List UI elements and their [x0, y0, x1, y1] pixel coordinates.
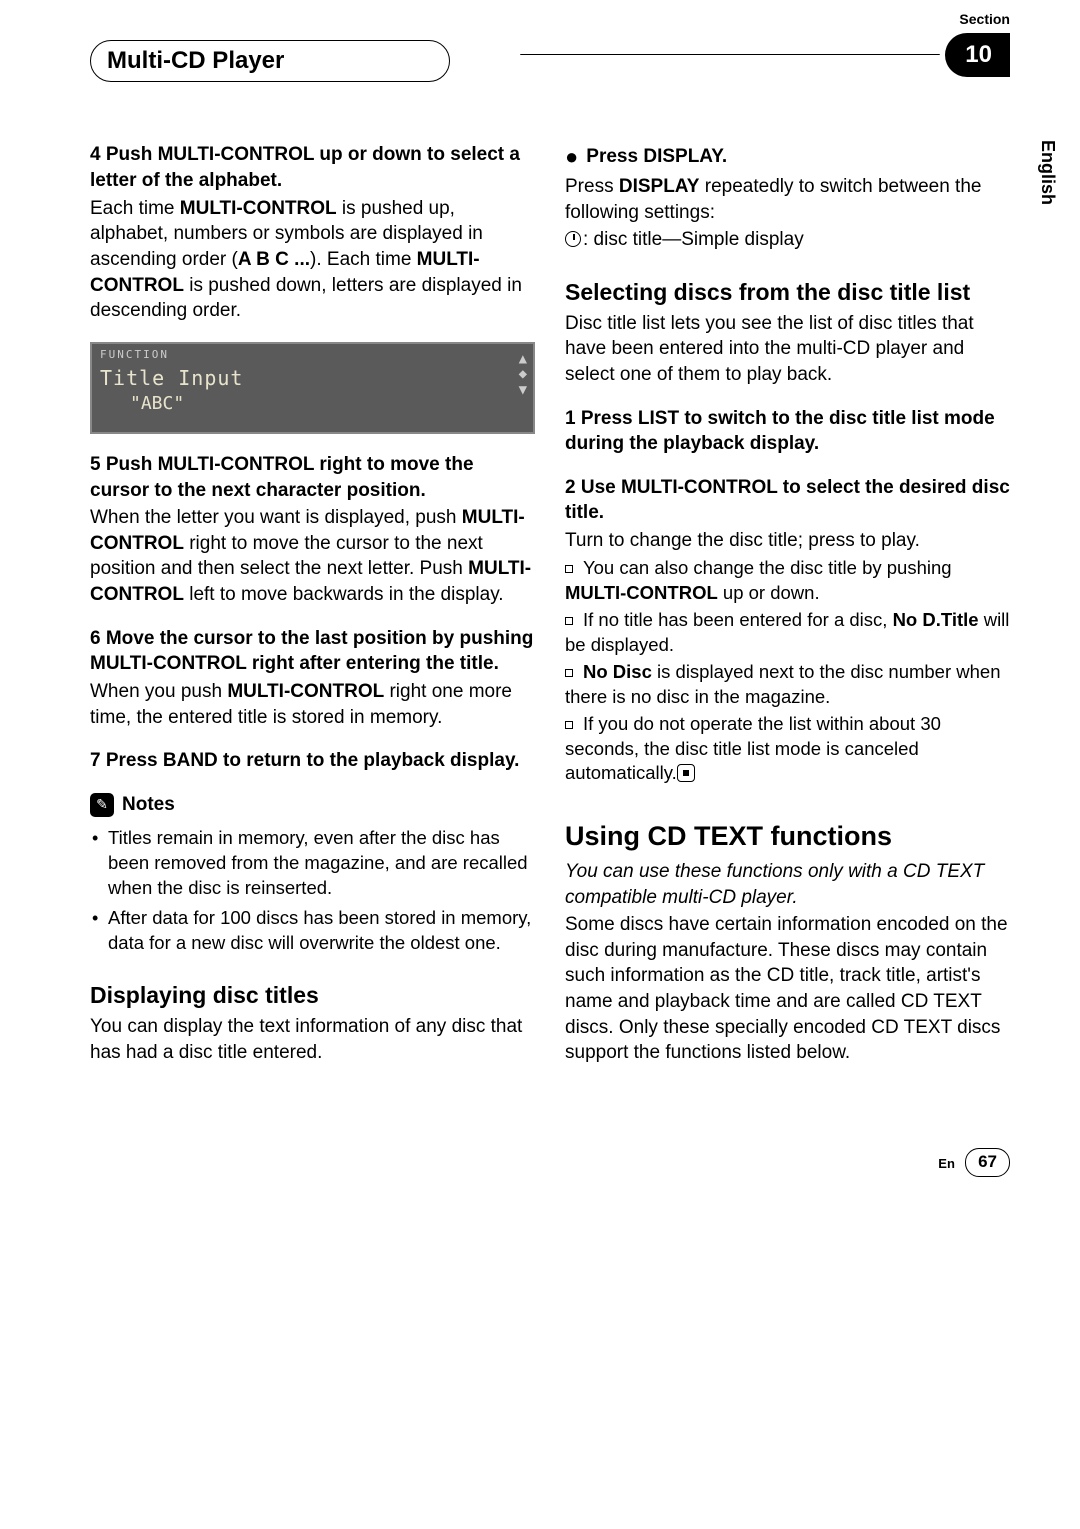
step-6-heading: 6 Move the cursor to the last position b…	[90, 626, 535, 677]
text: You can also change the disc title by pu…	[583, 557, 952, 578]
step-4-heading: 4 Push MULTI-CONTROL up or down to selec…	[90, 142, 535, 193]
text: up or down.	[718, 582, 820, 603]
text: If no title has been entered for a disc,	[583, 609, 893, 630]
selecting-discs-body: Disc title list lets you see the list of…	[565, 311, 1010, 388]
lcd-screenshot: FUNCTION Title Input "ABC" ▲◆▼	[90, 342, 535, 434]
footer-language: En	[938, 1156, 955, 1171]
press-display-settings-line: : disc title—Simple display	[565, 227, 1010, 253]
square-bullet-icon	[565, 669, 573, 677]
notes-label: Notes	[122, 792, 175, 818]
text: : disc title—Simple display	[583, 229, 804, 250]
stop-icon	[677, 764, 695, 782]
square-bullet-icon	[565, 565, 573, 573]
pencil-icon: ✎	[90, 793, 114, 817]
notes-header: ✎ Notes	[90, 792, 535, 818]
step-4-body: Each time MULTI-CONTROL is pushed up, al…	[90, 196, 535, 324]
note-item-2: After data for 100 discs has been stored…	[108, 906, 535, 956]
lcd-input-value: "ABC"	[130, 392, 525, 416]
press-display-lead: ● Press DISPLAY.	[565, 142, 1010, 172]
step-5-body: When the letter you want is displayed, p…	[90, 505, 535, 608]
text-bold: No Disc	[583, 661, 652, 682]
text-bold: MULTI-CONTROL	[180, 198, 337, 219]
text: If you do not operate the list within ab…	[565, 713, 941, 784]
text: Each time	[90, 198, 180, 219]
press-display-block: ● Press DISPLAY. Press DISPLAY repeatedly…	[565, 142, 1010, 253]
section-number-badge: 10	[945, 33, 1010, 77]
right-step-1-block: 1 Press LIST to switch to the disc title…	[565, 406, 1010, 457]
lcd-function-label: FUNCTION	[100, 348, 525, 363]
selecting-discs-heading: Selecting discs from the disc title list	[565, 279, 1010, 307]
text: When you push	[90, 681, 227, 702]
square-bullet-2: If no title has been entered for a disc,…	[565, 608, 1010, 658]
right-step-2-body: Turn to change the disc title; press to …	[565, 528, 1010, 554]
page-footer: En 67	[90, 1148, 1010, 1177]
bullet-icon: ●	[565, 144, 578, 169]
step-6-block: 6 Move the cursor to the last position b…	[90, 626, 535, 731]
text: Press	[565, 176, 619, 197]
notes-list: Titles remain in memory, even after the …	[90, 826, 535, 957]
lcd-arrows-icon: ▲◆▼	[519, 352, 527, 398]
page-header: Multi-CD Player Section 10 English	[90, 40, 1010, 82]
text: ). Each time	[310, 249, 417, 270]
right-step-2-block: 2 Use MULTI-CONTROL to select the desire…	[565, 475, 1010, 787]
cd-text-heading: Using CD TEXT functions	[565, 818, 1010, 854]
square-bullet-icon	[565, 721, 573, 729]
cd-text-body: Some discs have certain information enco…	[565, 912, 1010, 1066]
step-7-block: 7 Press BAND to return to the playback d…	[90, 748, 535, 774]
step-7-heading: 7 Press BAND to return to the playback d…	[90, 748, 535, 774]
step-4-block: 4 Push MULTI-CONTROL up or down to selec…	[90, 142, 535, 323]
content-columns: 4 Push MULTI-CONTROL up or down to selec…	[90, 142, 1010, 1068]
cd-text-intro: You can use these functions only with a …	[565, 859, 1010, 910]
text-bold: Press DISPLAY.	[586, 146, 727, 167]
text: left to move backwards in the display.	[184, 584, 504, 605]
step-5-heading: 5 Push MULTI-CONTROL right to move the c…	[90, 452, 535, 503]
step-5-block: 5 Push MULTI-CONTROL right to move the c…	[90, 452, 535, 608]
text-bold: No D.Title	[893, 609, 979, 630]
chapter-title-pill: Multi-CD Player	[90, 40, 450, 82]
page-number-pill: 67	[965, 1148, 1010, 1177]
text-bold: MULTI-CONTROL	[227, 681, 384, 702]
right-column: ● Press DISPLAY. Press DISPLAY repeatedly…	[565, 142, 1010, 1068]
right-step-1-heading: 1 Press LIST to switch to the disc title…	[565, 406, 1010, 457]
section-label: Section	[945, 10, 1010, 29]
press-display-body: Press DISPLAY repeatedly to switch betwe…	[565, 174, 1010, 225]
right-step-2-heading: 2 Use MULTI-CONTROL to select the desire…	[565, 475, 1010, 526]
header-rule	[520, 54, 940, 56]
square-bullet-1: You can also change the disc title by pu…	[565, 556, 1010, 606]
square-bullet-4: If you do not operate the list within ab…	[565, 712, 1010, 787]
step-6-body: When you push MULTI-CONTROL right one mo…	[90, 679, 535, 730]
clock-icon	[565, 231, 581, 247]
note-item-1: Titles remain in memory, even after the …	[108, 826, 535, 901]
language-side-tab: English	[1036, 140, 1060, 205]
left-column: 4 Push MULTI-CONTROL up or down to selec…	[90, 142, 535, 1068]
text-bold: A B C ...	[238, 249, 310, 270]
square-bullet-3: No Disc is displayed next to the disc nu…	[565, 660, 1010, 710]
text-bold: MULTI-CONTROL	[565, 582, 718, 603]
text-bold: DISPLAY	[619, 176, 700, 197]
lcd-title-text: Title Input	[100, 365, 525, 392]
displaying-disc-titles-body: You can display the text information of …	[90, 1014, 535, 1065]
square-bullet-icon	[565, 617, 573, 625]
section-area: Section 10	[945, 10, 1010, 77]
displaying-disc-titles-heading: Displaying disc titles	[90, 982, 535, 1010]
text: When the letter you want is displayed, p…	[90, 507, 462, 528]
